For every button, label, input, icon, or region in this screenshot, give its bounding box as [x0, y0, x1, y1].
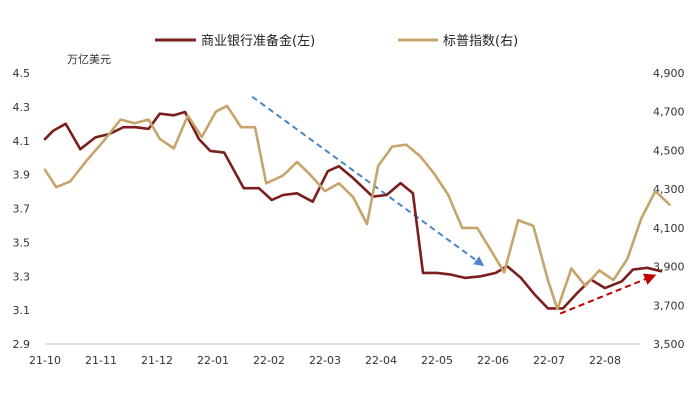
left-tick-label: 3.5 [13, 236, 31, 249]
series-line-reserves [43, 110, 663, 310]
x-tick-label: 21-10 [29, 354, 61, 367]
left-axis-tick-labels: 2.9 3.1 3.3 3.5 3.7 3.9 4.1 4.3 4.5 [13, 67, 31, 351]
right-tick-label: 4,900 [653, 67, 685, 80]
x-tick-labels: 21-10 21-11 21-12 22-01 22-02 22-03 22-04 22-05… [29, 354, 621, 367]
legend-label-reserves: 商业银行准备金(左) [201, 33, 315, 49]
left-tick-label: 3.1 [13, 304, 31, 317]
x-tick-label: 22-04 [365, 354, 397, 367]
right-tick-label: 4,300 [653, 183, 685, 196]
left-tick-label: 4.5 [13, 67, 31, 80]
series-lines [43, 104, 671, 311]
left-tick-label: 3.7 [13, 203, 31, 216]
left-tick-label: 3.3 [13, 270, 31, 283]
right-tick-label: 4,100 [653, 222, 685, 235]
uptrend-arrow [559, 273, 657, 315]
x-tick-label: 22-02 [253, 354, 285, 367]
right-tick-label: 3,500 [653, 338, 685, 351]
x-tick-label: 22-06 [477, 354, 509, 367]
downtrend-arrow [251, 95, 485, 267]
right-tick-label: 4,500 [653, 144, 685, 157]
x-tick-label: 22-07 [533, 354, 565, 367]
right-tick-label: 4,700 [653, 106, 685, 119]
x-tick-label: 22-01 [197, 354, 229, 367]
x-tick-label: 22-05 [421, 354, 453, 367]
x-tick-label: 22-03 [309, 354, 341, 367]
right-tick-label: 3,700 [653, 299, 685, 312]
series-line-sp [43, 104, 671, 311]
left-tick-label: 4.3 [13, 101, 31, 114]
left-tick-label: 4.1 [13, 135, 31, 148]
left-axis-unit: 万亿美元 [67, 53, 111, 66]
legend: 商业银行准备金(左) 标普指数(右) [155, 33, 518, 49]
trend-arrows [251, 95, 657, 315]
x-tick-label: 21-12 [141, 354, 173, 367]
x-tick-label: 22-08 [589, 354, 621, 367]
x-tick-label: 21-11 [85, 354, 117, 367]
legend-label-sp: 标普指数(右) [443, 34, 518, 49]
left-tick-label: 3.9 [13, 169, 31, 182]
left-tick-label: 2.9 [13, 338, 31, 351]
